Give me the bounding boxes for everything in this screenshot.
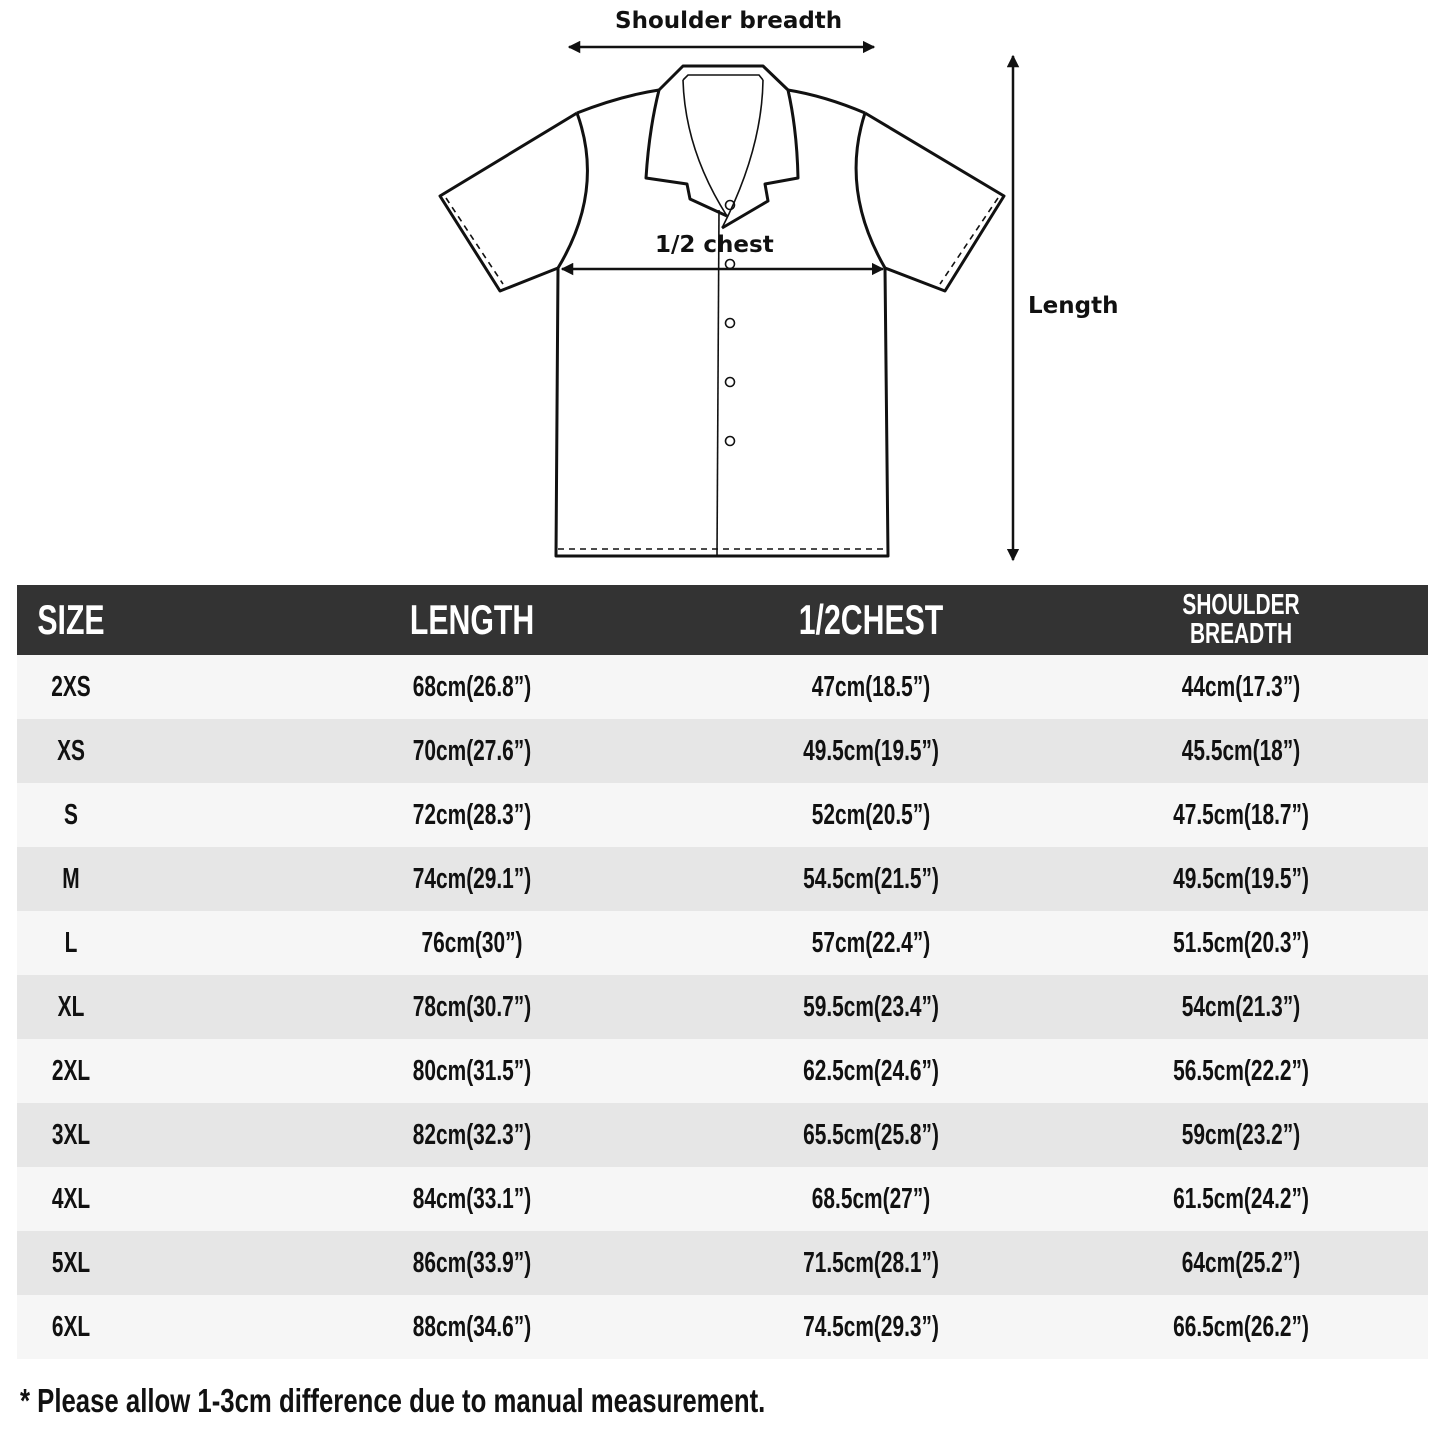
cell-shoulder: 44cm(17.3”): [1181, 670, 1301, 703]
cell-shoulder: 61.5cm(24.2”): [1173, 1182, 1309, 1215]
size-table: SIZE LENGTH 1/2CHEST SHOULDER BREADTH 2X…: [17, 585, 1428, 1359]
cell-shoulder: 64cm(25.2”): [1181, 1246, 1301, 1279]
table-row: 3XL 82cm(32.3”) 65.5cm(25.8”) 59cm(23.2”): [17, 1103, 1428, 1167]
cell-size: S: [64, 798, 78, 831]
cell-size: 2XS: [51, 670, 91, 703]
cell-chest: 47cm(18.5”): [811, 670, 931, 703]
cell-chest: 68.5cm(27”): [811, 1182, 931, 1215]
cell-length: 70cm(27.6”): [412, 734, 532, 767]
cell-chest: 54.5cm(21.5”): [803, 862, 939, 895]
cell-length: 68cm(26.8”): [412, 670, 532, 703]
cell-chest: 65.5cm(25.8”): [803, 1118, 939, 1151]
table-row: L 76cm(30”) 57cm(22.4”) 51.5cm(20.3”): [17, 911, 1428, 975]
table-row: 6XL 88cm(34.6”) 74.5cm(29.3”) 66.5cm(26.2”): [17, 1295, 1428, 1359]
cell-chest: 57cm(22.4”): [811, 926, 931, 959]
cell-chest: 52cm(20.5”): [811, 798, 931, 831]
shirt-diagram: [438, 40, 1020, 562]
cell-length: 86cm(33.9”): [412, 1246, 532, 1279]
cell-size: L: [64, 926, 78, 959]
cell-size: M: [62, 862, 80, 895]
shoulder-breadth-label: Shoulder breadth: [615, 8, 843, 34]
button-icon: [724, 376, 736, 388]
cell-size: 4XL: [51, 1182, 91, 1215]
button-icon: [724, 435, 736, 447]
cell-length: 84cm(33.1”): [412, 1182, 532, 1215]
table-row: S 72cm(28.3”) 52cm(20.5”) 47.5cm(18.7”): [17, 783, 1428, 847]
cell-chest: 74.5cm(29.3”): [803, 1310, 939, 1343]
length-label: Length: [1028, 293, 1119, 319]
button-icon: [724, 258, 736, 270]
cell-length: 76cm(30”): [421, 926, 523, 959]
cell-chest: 71.5cm(28.1”): [803, 1246, 939, 1279]
button-icon: [724, 317, 736, 329]
table-row: 2XS 68cm(26.8”) 47cm(18.5”) 44cm(17.3”): [17, 655, 1428, 719]
table-row: 2XL 80cm(31.5”) 62.5cm(24.6”) 56.5cm(22.2”): [17, 1039, 1428, 1103]
cell-size: 6XL: [51, 1310, 91, 1343]
table-row: M 74cm(29.1”) 54.5cm(21.5”) 49.5cm(19.5”): [17, 847, 1428, 911]
table-row: XL 78cm(30.7”) 59.5cm(23.4”) 54cm(21.3”): [17, 975, 1428, 1039]
cell-shoulder: 59cm(23.2”): [1181, 1118, 1301, 1151]
cell-length: 88cm(34.6”): [412, 1310, 532, 1343]
table-header: SIZE LENGTH 1/2CHEST SHOULDER BREADTH: [17, 585, 1428, 655]
table-body: 2XS 68cm(26.8”) 47cm(18.5”) 44cm(17.3”) XS 70…: [17, 655, 1428, 1359]
cell-shoulder: 49.5cm(19.5”): [1173, 862, 1309, 895]
cell-shoulder: 47.5cm(18.7”): [1173, 798, 1309, 831]
cell-length: 82cm(32.3”): [412, 1118, 532, 1151]
table-row: XS 70cm(27.6”) 49.5cm(19.5”) 45.5cm(18”): [17, 719, 1428, 783]
cell-length: 78cm(30.7”): [412, 990, 532, 1023]
header-length: LENGTH: [409, 596, 535, 643]
table-row: 4XL 84cm(33.1”) 68.5cm(27”) 61.5cm(24.2”): [17, 1167, 1428, 1231]
cell-shoulder: 56.5cm(22.2”): [1173, 1054, 1309, 1087]
button-icon: [724, 199, 736, 211]
chest-label: 1/2 chest: [655, 232, 774, 258]
cell-length: 72cm(28.3”): [412, 798, 532, 831]
shirt-outline: [438, 64, 1006, 558]
cell-length: 80cm(31.5”): [412, 1054, 532, 1087]
cell-length: 74cm(29.1”): [412, 862, 532, 895]
shirt-details: [445, 74, 999, 557]
measurement-arrows: [560, 40, 1020, 562]
cell-shoulder: 54cm(21.3”): [1181, 990, 1301, 1023]
cell-size: XL: [57, 990, 85, 1023]
header-size: SIZE: [37, 596, 105, 643]
cell-size: 3XL: [51, 1118, 91, 1151]
header-chest: 1/2CHEST: [798, 596, 944, 643]
cell-size: 2XL: [51, 1054, 91, 1087]
cell-shoulder: 45.5cm(18”): [1181, 734, 1301, 767]
table-row: 5XL 86cm(33.9”) 71.5cm(28.1”) 64cm(25.2”): [17, 1231, 1428, 1295]
cell-chest: 49.5cm(19.5”): [803, 734, 939, 767]
cell-shoulder: 51.5cm(20.3”): [1173, 926, 1309, 959]
cell-chest: 59.5cm(23.4”): [803, 990, 939, 1023]
cell-size: XS: [57, 734, 85, 767]
cell-shoulder: 66.5cm(26.2”): [1173, 1310, 1309, 1343]
footnote: * Please allow 1-3cm difference due to m…: [20, 1382, 766, 1419]
cell-size: 5XL: [51, 1246, 91, 1279]
cell-chest: 62.5cm(24.6”): [803, 1054, 939, 1087]
header-shoulder: SHOULDER BREADTH: [1182, 589, 1300, 650]
